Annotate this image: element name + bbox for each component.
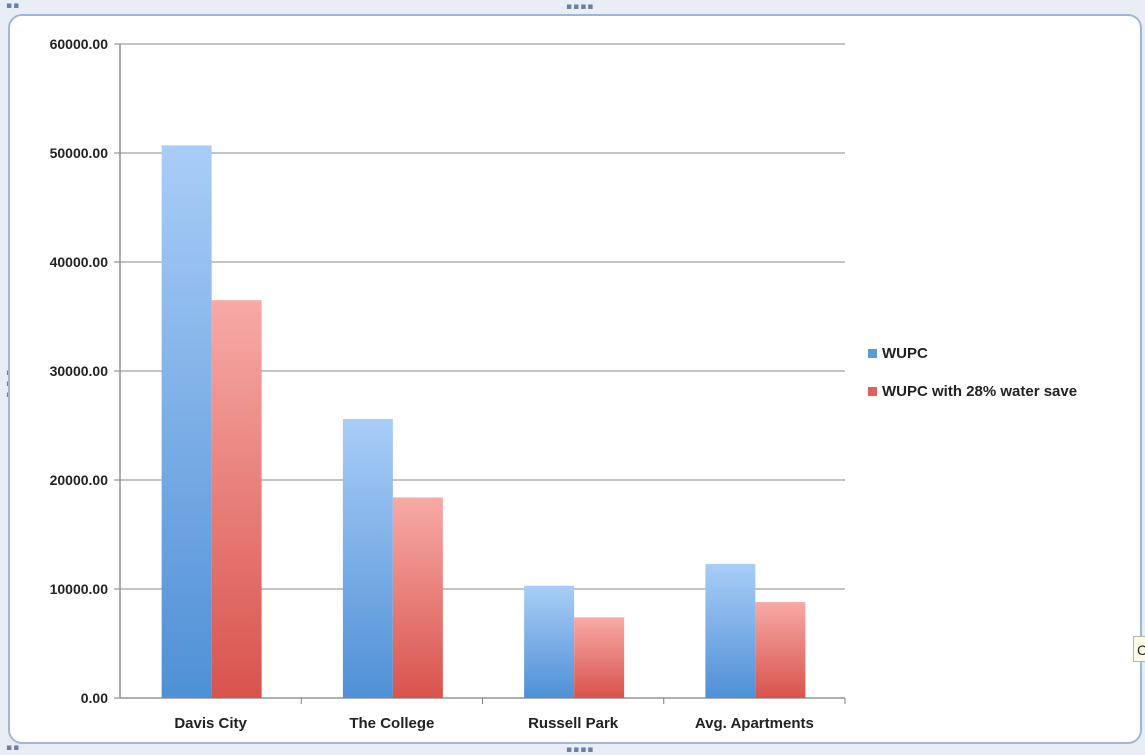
resize-handle-top[interactable]: ▪▪▪▪ [566, 2, 595, 12]
resize-handle-top-left[interactable]: ▪▪ [6, 1, 21, 11]
x-tick-label: Russell Park [528, 715, 619, 732]
x-tick-label: Avg. Apartments [695, 715, 814, 732]
x-tick-label: The College [349, 715, 434, 732]
y-tick-label: 30000.00 [50, 363, 109, 379]
x-tick-label: Davis City [174, 715, 247, 732]
bar-wupc-water-save[interactable] [392, 497, 443, 698]
bar-chart: 0.00 10000.00 20000.00 30000.00 40000.00 5000… [50, 36, 1077, 732]
y-tick-label: 20000.00 [50, 472, 109, 488]
bar-wupc[interactable] [342, 418, 393, 698]
legend-swatch [868, 349, 877, 358]
resize-handle-bottom-left[interactable]: ▪▪ [6, 743, 21, 753]
legend[interactable]: WUPC WUPC with 28% water save [868, 345, 1077, 400]
y-tick-label: 40000.00 [50, 254, 109, 270]
resize-handle-bottom[interactable]: ▪▪▪▪ [566, 745, 595, 755]
y-tick-label: 50000.00 [50, 145, 109, 161]
bar-wupc[interactable] [161, 145, 212, 698]
chart-area[interactable]: 0.00 10000.00 20000.00 30000.00 40000.00 5000… [8, 14, 1142, 744]
y-tick-label: 10000.00 [50, 581, 109, 597]
bar-wupc[interactable] [705, 563, 756, 698]
offscreen-tooltip-fragment: C [1133, 636, 1145, 662]
bar-wupc-water-save[interactable] [211, 300, 262, 698]
bars [161, 145, 806, 698]
bar-wupc-water-save[interactable] [574, 617, 625, 698]
bar-wupc-water-save[interactable] [755, 602, 806, 698]
axis-labels: 0.00 10000.00 20000.00 30000.00 40000.00 5000… [50, 36, 814, 732]
legend-label: WUPC [882, 345, 928, 362]
y-tick-label: 0.00 [81, 690, 108, 706]
legend-swatch [868, 387, 877, 396]
y-tick-label: 60000.00 [50, 36, 109, 52]
bar-wupc[interactable] [524, 585, 575, 698]
legend-label: WUPC with 28% water save [882, 383, 1077, 400]
